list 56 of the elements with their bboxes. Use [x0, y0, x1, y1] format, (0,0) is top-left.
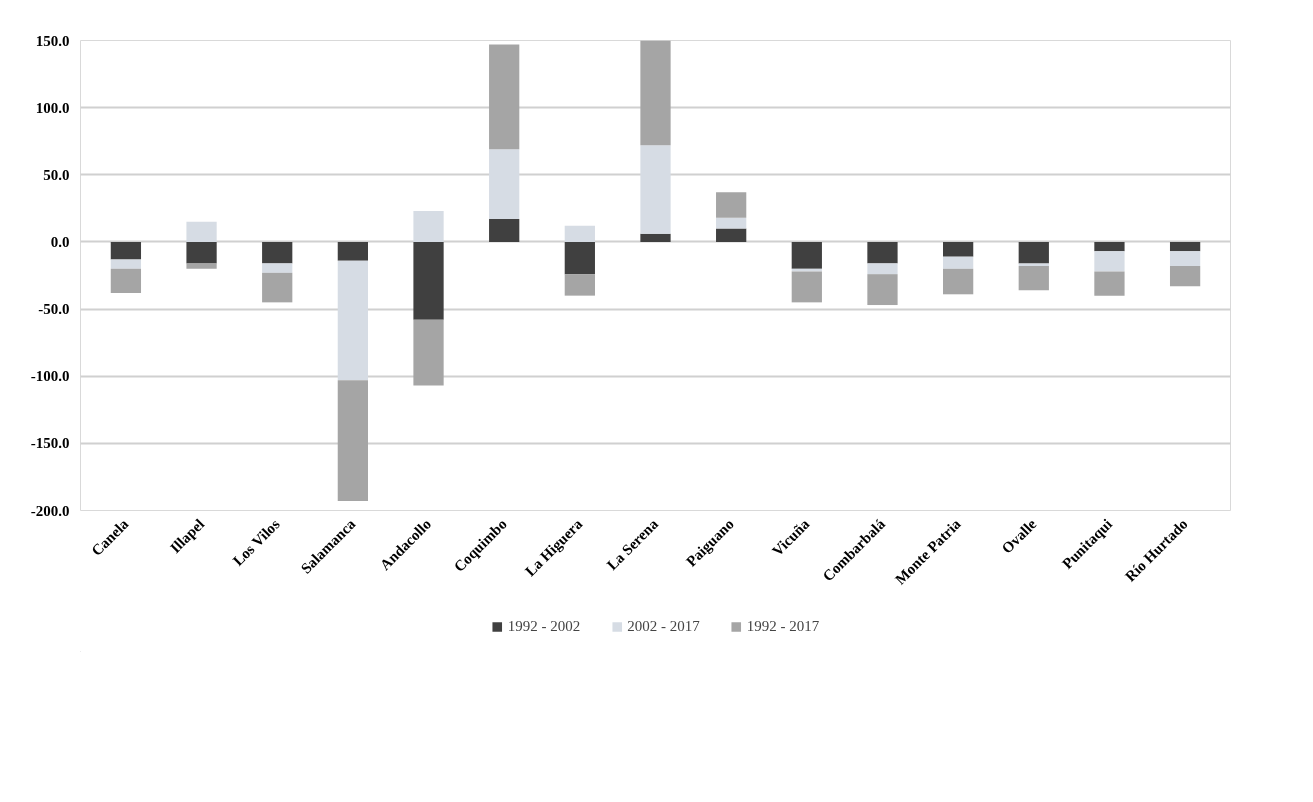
bar — [640, 233, 671, 242]
bar — [716, 192, 747, 218]
bar — [867, 241, 898, 264]
bar — [564, 225, 595, 242]
bar — [564, 241, 595, 275]
bar — [262, 263, 293, 273]
y-tick-label: 0.0 — [50, 233, 70, 250]
bar — [110, 241, 142, 260]
y-tick-label: -150.0 — [30, 435, 70, 452]
y-tick-label: 50.0 — [43, 166, 70, 183]
y-tick-label: -200.0 — [30, 502, 70, 519]
bar — [640, 145, 671, 234]
bar — [489, 149, 520, 220]
bar — [943, 256, 974, 269]
legend-label: 1992 - 2017 — [746, 617, 820, 635]
bar — [1094, 251, 1125, 272]
bar — [791, 271, 822, 303]
bar — [1094, 271, 1125, 296]
bar — [186, 263, 217, 269]
bar — [110, 259, 142, 269]
bar — [110, 268, 142, 293]
bar — [413, 319, 444, 386]
bar — [186, 241, 217, 264]
bar — [1018, 241, 1049, 264]
bar — [564, 274, 595, 296]
legend-label: 1992 - 2002 — [507, 617, 581, 635]
bar — [489, 219, 520, 242]
y-tick-label: -100.0 — [30, 368, 70, 385]
bar — [1169, 241, 1201, 252]
x-tick-label: Los Vilos — [229, 515, 283, 569]
legend-label: 2002 - 2017 — [627, 617, 700, 635]
bar — [413, 241, 444, 320]
y-tick-label: -50.0 — [38, 301, 70, 318]
bar — [186, 221, 217, 242]
bar — [262, 272, 293, 303]
y-tick-label: 150.0 — [35, 32, 70, 49]
bar — [413, 211, 444, 242]
bar — [1018, 266, 1049, 291]
bar — [337, 260, 368, 381]
bar — [640, 40, 671, 146]
bar — [1018, 263, 1049, 267]
bar — [867, 263, 898, 275]
bar — [1169, 266, 1201, 287]
bar — [489, 44, 520, 150]
bar — [337, 380, 368, 502]
bar — [716, 217, 747, 229]
bar — [262, 241, 293, 264]
bar — [716, 228, 747, 242]
bar — [867, 274, 898, 306]
bar — [1169, 251, 1201, 267]
bar — [943, 241, 974, 257]
bar — [791, 241, 822, 269]
bar — [1094, 241, 1125, 252]
bar — [943, 268, 974, 295]
bar — [337, 241, 368, 261]
y-tick-label: 100.0 — [35, 99, 70, 116]
